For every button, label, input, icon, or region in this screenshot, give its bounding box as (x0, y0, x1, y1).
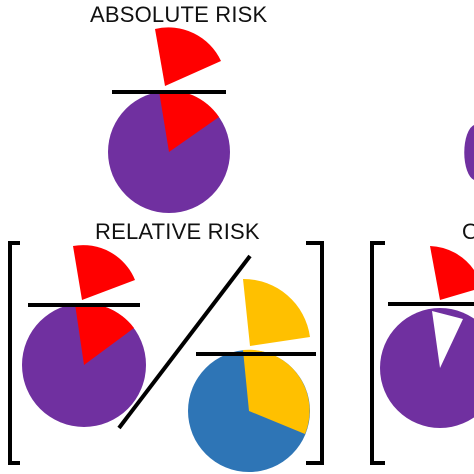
absolute-risk-slice (159, 90, 219, 152)
cropped-population-pie (380, 308, 474, 428)
cropped-title: O (462, 219, 474, 244)
exposed-risk-slice (75, 303, 134, 365)
cropped-group (370, 241, 474, 465)
absolute-risk-title: ABSOLUTE RISK (90, 2, 268, 27)
right-bracket (306, 241, 324, 465)
unexposed-risk-slice (243, 349, 310, 434)
unexposed-numerator-slice (243, 278, 310, 346)
division-slash (117, 254, 252, 430)
relative-risk-group (8, 241, 324, 472)
left-bracket (8, 241, 20, 465)
cropped-pie-top (464, 125, 474, 180)
absolute-numerator-slice (155, 27, 221, 87)
relative-risk-title: RELATIVE RISK (95, 219, 260, 244)
exposed-numerator-slice (73, 245, 135, 300)
cropped-left-bracket (370, 241, 385, 465)
cropped-numerator-slice (430, 246, 474, 300)
absolute-risk-group (108, 27, 230, 213)
cropped-white-wedge (432, 311, 463, 368)
